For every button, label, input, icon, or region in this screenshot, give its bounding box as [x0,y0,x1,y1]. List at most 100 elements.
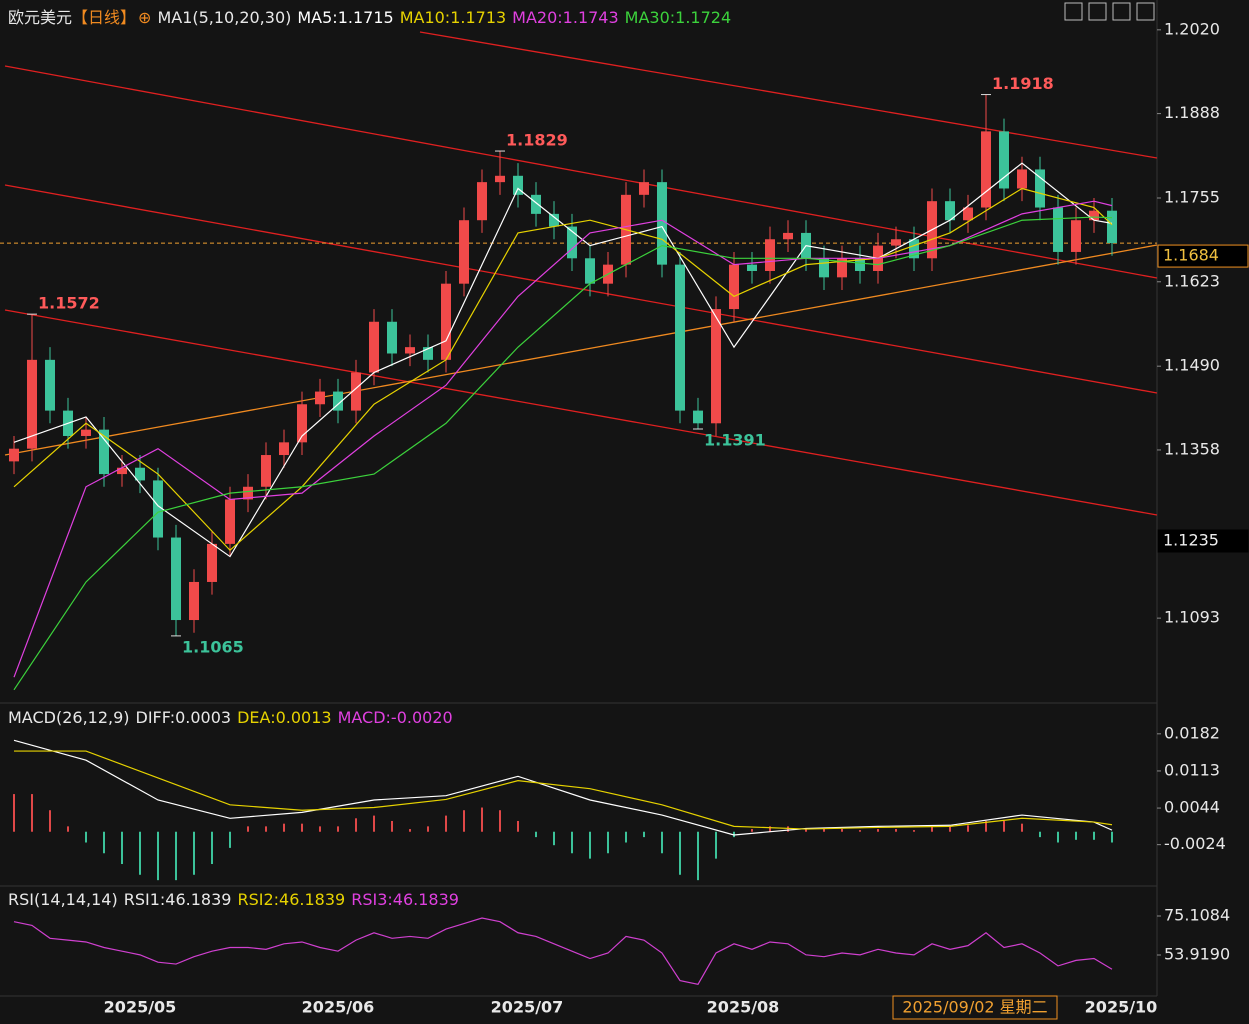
candle-body [117,467,127,475]
y-tick-label: 1.1490 [1164,356,1220,375]
candle-body [999,131,1009,189]
candle-body [153,480,163,538]
candle-body [279,442,289,456]
y-tick-label: 0.0182 [1164,723,1220,742]
candle-body [567,226,577,259]
macd-legend: DEA:0.0013 [237,708,332,727]
settings-icon[interactable]: ⊕ [138,8,152,27]
rsi-legend: RSI1:46.1839 [123,890,232,909]
rsi-legend: RSI(14,14,14) [8,890,118,909]
candle-body [765,239,775,271]
extreme-label: 1.1065 [182,637,244,656]
candle-body [27,359,37,449]
candle-body [297,404,307,443]
support-line [4,244,1158,456]
candle-body [333,391,343,411]
ma-legend: MA20:1.1743 [512,8,619,27]
y-tick-label: 1.1093 [1164,608,1220,627]
candle-body [945,201,955,221]
candle-body [387,321,397,354]
candle-body [657,182,667,265]
extreme-label: 1.1918 [992,74,1054,93]
candle-body [1089,210,1099,221]
candle-body [477,182,487,221]
candle-body [459,220,469,284]
candle-body [225,499,235,544]
y-tick-label: 1.1358 [1164,439,1220,458]
extreme-label: 1.1829 [506,131,568,150]
candle-body [981,131,991,208]
x-tick-label: 2025/05 [104,998,177,1017]
candle-body [315,391,325,405]
candle-body [729,264,739,310]
ma-legend: MA10:1.1713 [399,8,507,27]
x-tick-label: 2025/10 [1085,998,1158,1017]
candle-body [405,347,415,354]
candle-body [9,448,19,462]
candle-body [891,239,901,246]
y-tick-label: 75.1084 [1164,905,1230,924]
macd-legend: DIFF:0.0003 [135,708,232,727]
ma-header: MA1(5,10,20,30) [157,8,292,27]
x-tick-label: 2025/06 [302,998,375,1017]
ma-line [13,216,1113,691]
ma-line [13,200,1113,678]
main-header: 欧元美元【日线】 ⊕ MA1(5,10,20,30) MA5:1.1715 MA10:1… [8,4,743,28]
candle-body [171,537,181,621]
price-tag [1157,244,1249,268]
y-tick-label: 0.0113 [1164,760,1220,779]
candle-body [207,543,217,582]
candle-body [783,232,793,240]
diff-line [13,739,1113,836]
candle-body [45,359,55,411]
x-tick-label: 2025/07 [491,998,564,1017]
y-tick-label: 53.9190 [1164,945,1230,964]
price-tag-label: 1.1684 [1163,246,1219,265]
trend-line [419,31,1158,159]
candle-body [351,372,361,411]
candle-body [423,347,433,360]
macd-legend: MACD:-0.0020 [337,708,453,727]
candle-body [855,258,865,271]
extreme-label: 1.1391 [704,431,766,450]
candle-body [747,264,757,271]
candle-body [1107,210,1117,244]
x-tick-label: 2025/08 [707,998,780,1017]
ma-line [13,162,1113,558]
rsi-legend: RSI3:46.1839 [351,890,459,909]
candle-body [1035,169,1045,208]
cursor-label: 2025/09/02 星期二 [902,998,1047,1017]
candle-body [837,258,847,278]
extreme-label: 1.1572 [38,294,100,313]
price-tag-label: 1.1235 [1163,531,1219,550]
y-tick-label: 1.1623 [1164,271,1220,290]
candle-body [1017,169,1027,189]
candle-body [531,194,541,214]
channel-lines [4,31,1158,516]
candle-body [1071,220,1081,252]
price-tag [1157,529,1249,553]
rsi-line [13,917,1113,985]
symbol-title: 欧元美元 [8,8,73,27]
candle-body [675,264,685,411]
ma-legend: MA30:1.1724 [624,8,732,27]
candle-body [1053,207,1063,252]
rsi-legend: RSI2:46.1839 [237,890,346,909]
cursor-box [892,995,1058,1020]
candle-body [819,258,829,278]
period[interactable]: 【日线】 [72,8,137,27]
macd-legend: MACD(26,12,9) [8,708,130,727]
macd-header: MACD(26,12,9) DIFF:0.0003 DEA:0.0013 MACD:-… [8,708,459,727]
trend-line [4,184,1158,394]
candle-body [639,182,649,195]
ma-line [13,187,1113,552]
y-tick-label: -0.0024 [1164,834,1226,853]
y-tick-label: 0.0044 [1164,798,1220,817]
candle-body [189,581,199,621]
candle-body [261,455,271,487]
candle-body [99,429,109,475]
candle-body [585,258,595,284]
candle-body [513,175,523,195]
toolbar-icons[interactable] [1064,2,1155,21]
